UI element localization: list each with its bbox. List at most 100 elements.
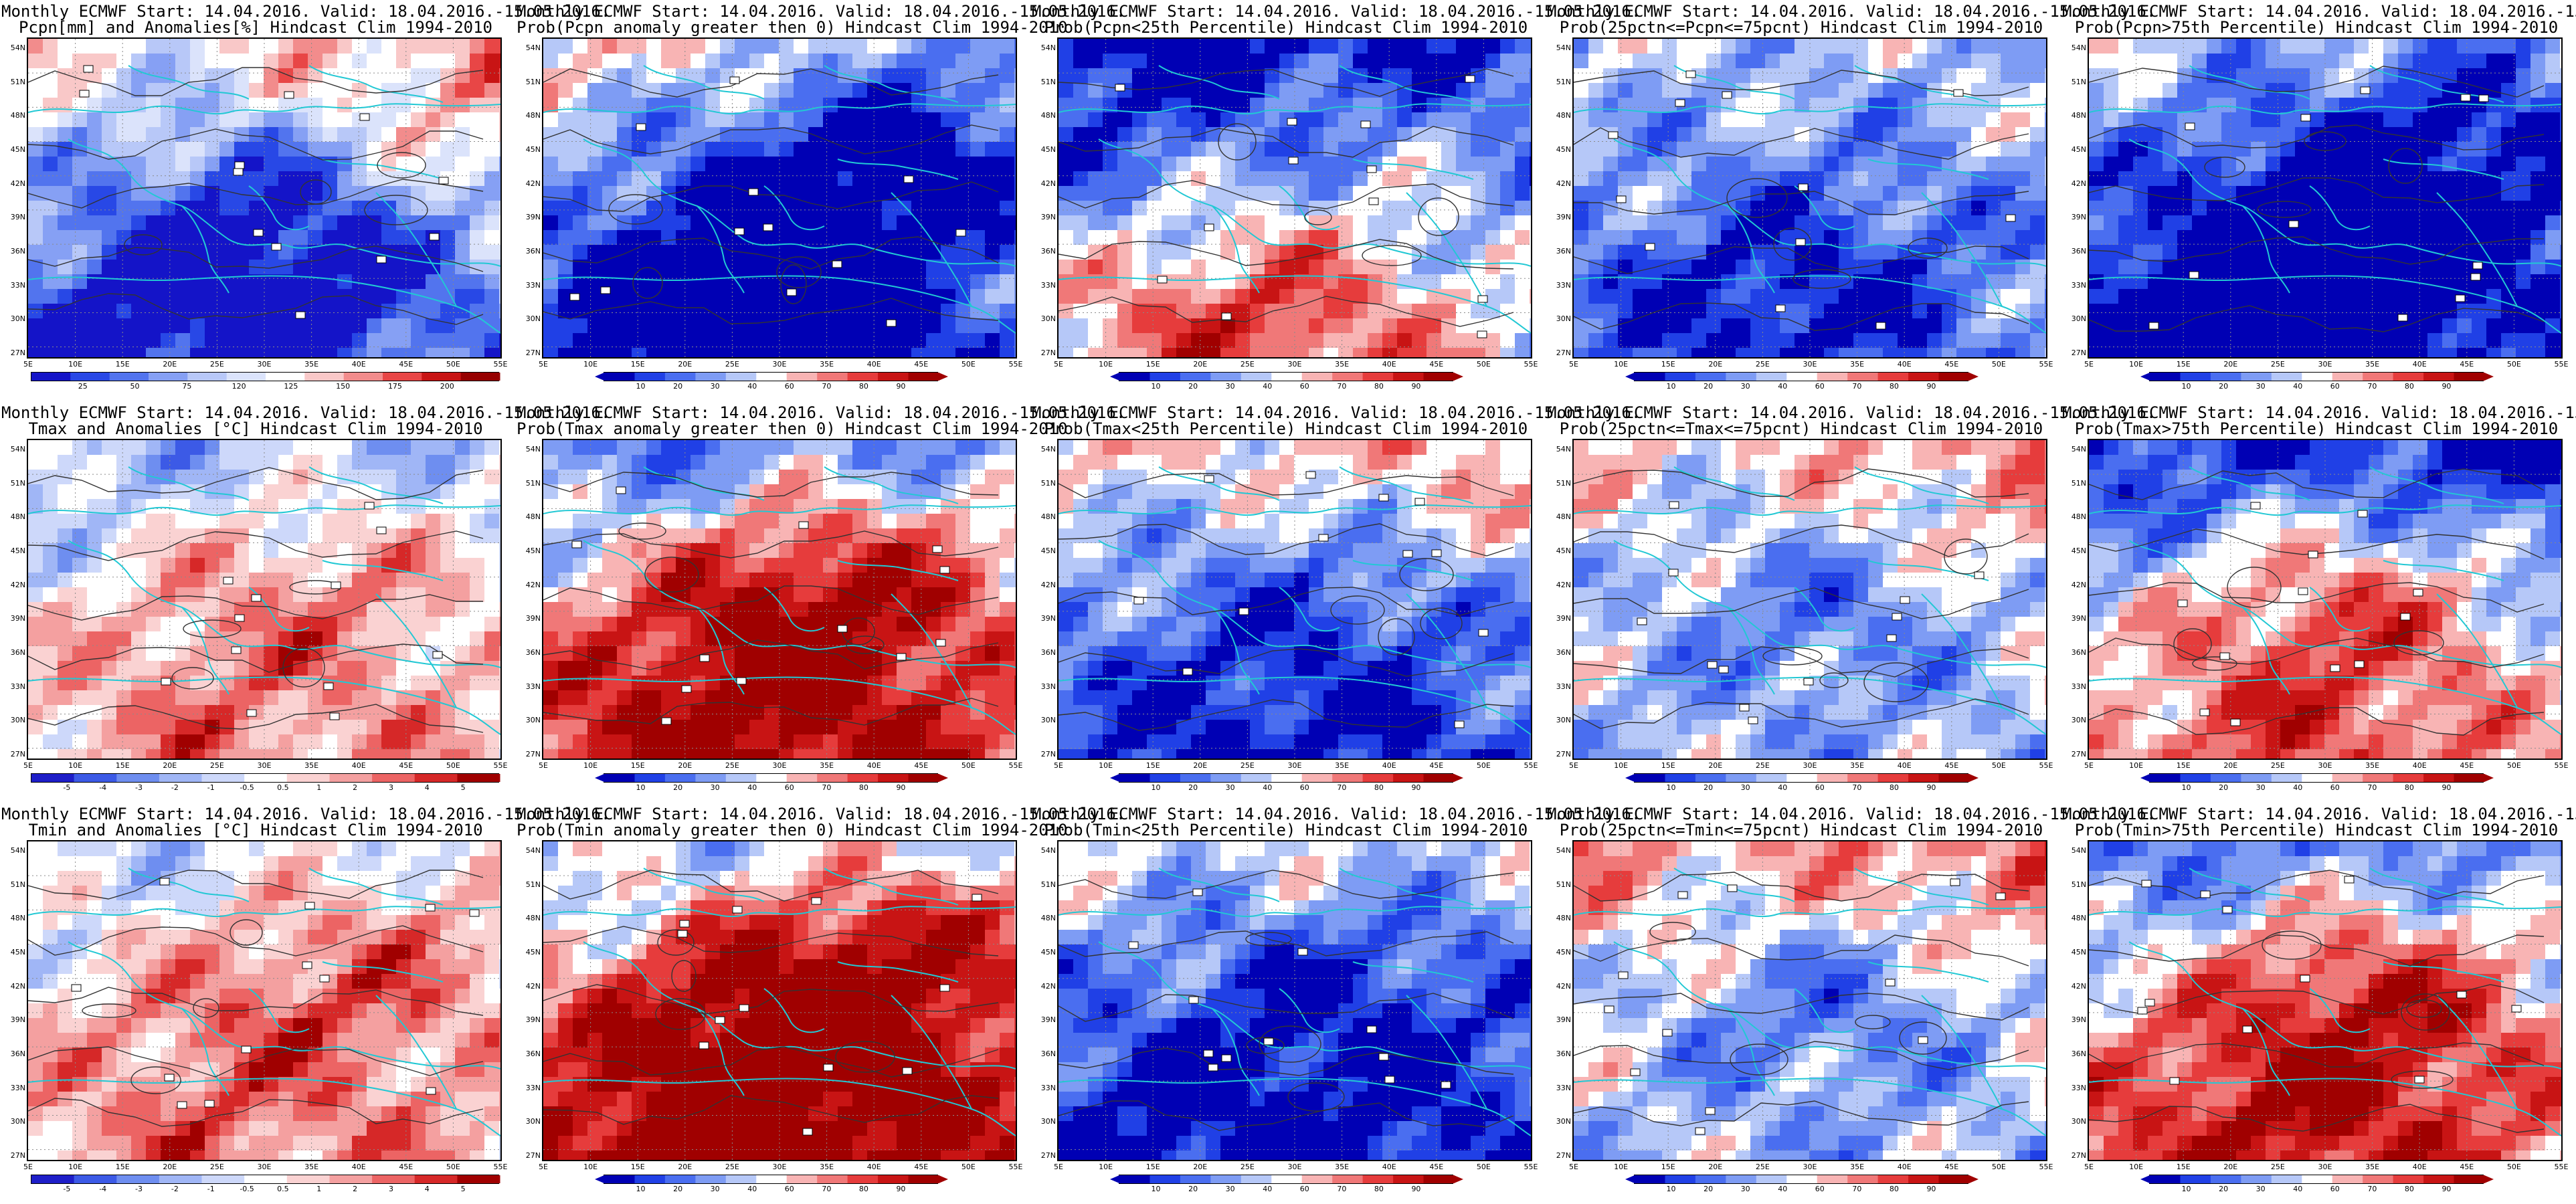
panel-title-line1: Monthly ECMWF Start: 14.04.2016. Valid: … [1, 2, 611, 21]
color-bar-low-arrow [595, 373, 604, 381]
latitude-label: 30N [10, 1117, 25, 1126]
longitude-label: 35E [1850, 761, 1865, 770]
longitude-label: 5E [1054, 1163, 1063, 1171]
color-bar-swatch [1695, 373, 1726, 381]
color-bar-tick-label: 90 [1926, 382, 1936, 391]
color-bar [31, 773, 500, 783]
color-bar-tick-label: 120 [232, 382, 246, 391]
longitude-label: 25E [2270, 761, 2285, 770]
longitude-label: 20E [678, 1163, 693, 1171]
color-bar-swatch [31, 774, 75, 782]
color-bar-tick-label: 80 [2404, 382, 2414, 391]
coastlines [1059, 868, 1531, 1136]
color-bar-tick-label: 80 [2404, 1185, 2414, 1193]
color-bar-tick-label: 30 [710, 1185, 720, 1193]
color-bar-tick-label: 40 [1263, 382, 1273, 391]
color-bar [2140, 372, 2494, 381]
color-bar-swatch [2241, 373, 2272, 381]
contour-labels [71, 878, 480, 1109]
color-bar-swatch [2180, 774, 2211, 782]
color-bar-tick-label: 90 [1411, 783, 1421, 792]
longitude-label: 25E [1755, 761, 1770, 770]
color-bar-tick-label: 4 [424, 1185, 430, 1193]
color-bar-swatch [1149, 373, 1181, 381]
color-bar-swatch [1210, 373, 1242, 381]
latitude-label: 33N [10, 280, 25, 290]
longitude-label: 35E [1850, 360, 1865, 369]
color-bar-swatch [2363, 373, 2394, 381]
color-bar-swatch [817, 1175, 848, 1183]
latitude-label: 36N [2071, 247, 2086, 256]
color-bar-low-arrow [595, 774, 604, 782]
latitude-label: 42N [525, 580, 541, 589]
color-bar-swatch [226, 373, 266, 381]
longitude-label: 30E [1803, 761, 1817, 770]
color-bar-swatch [878, 1175, 909, 1183]
contour-labels [1133, 471, 1489, 728]
longitude-label: 35E [2365, 360, 2380, 369]
longitude-label: 50E [446, 360, 460, 369]
color-bar-swatch [414, 774, 458, 782]
longitude-label: 20E [1708, 761, 1723, 770]
panel-title-line1: Monthly ECMWF Start: 14.04.2016. Valid: … [2062, 403, 2576, 422]
forecast-map [2088, 37, 2563, 359]
forecast-map [1057, 840, 1532, 1161]
color-bar-swatch [1786, 373, 1818, 381]
color-bar-swatch [725, 1175, 757, 1183]
latitude-label: 51N [1556, 77, 1571, 86]
color-bar-swatch [725, 774, 757, 782]
longitude-label: 50E [1991, 761, 2006, 770]
latitude-label: 39N [2071, 614, 2086, 623]
latitude-label: 51N [1556, 478, 1571, 488]
color-bar-tick-label: 80 [858, 382, 868, 391]
color-bar-tick-label: -4 [99, 1185, 107, 1193]
latitude-label: 48N [1556, 111, 1571, 120]
color-bar-tick-label: 10 [2181, 382, 2191, 391]
panel-title-line1: Monthly ECMWF Start: 14.04.2016. Valid: … [1, 805, 611, 823]
color-bar-tick-label: 70 [1852, 783, 1862, 792]
latitude-label: 33N [1040, 682, 1056, 691]
coastlines [28, 466, 500, 735]
color-bar-swatch [1180, 373, 1211, 381]
color-bar [595, 372, 948, 381]
color-bar-swatch [1756, 774, 1787, 782]
longitude-label: 45E [1944, 761, 1959, 770]
color-bar-tick-label: 40 [1263, 1185, 1273, 1193]
longitude-label: 55E [1524, 360, 1538, 369]
color-bar-tick-label: -3 [135, 1185, 143, 1193]
color-bar-tick-label: 40 [1778, 1185, 1788, 1193]
latitude-label: 30N [10, 716, 25, 725]
latitude-label: 48N [525, 111, 541, 120]
panel-title-line1: Monthly ECMWF Start: 14.04.2016. Valid: … [1032, 805, 1641, 823]
color-bar-swatch [695, 1175, 727, 1183]
longitude-label: 30E [1287, 360, 1302, 369]
color-bar [595, 773, 948, 783]
color-bar-swatch [1817, 373, 1848, 381]
longitude-label: 15E [2176, 360, 2191, 369]
color-bar-tick-label: 40 [2293, 1185, 2303, 1193]
longitude-label: 55E [493, 360, 508, 369]
color-bar-swatch [266, 373, 305, 381]
color-bar-tick-label: 70 [2367, 382, 2377, 391]
latitude-label: 30N [525, 1117, 541, 1126]
color-bar-tick-label: 70 [822, 382, 832, 391]
panel-title-line1: Monthly ECMWF Start: 14.04.2016. Valid: … [517, 2, 1126, 21]
color-bar-swatch [756, 1175, 788, 1183]
color-bar-tick-label: 30 [1740, 1185, 1750, 1193]
latitude-label: 51N [2071, 77, 2086, 86]
latitude-label: 45N [10, 145, 25, 154]
color-bar-tick-label: 10 [636, 382, 646, 391]
latitude-label: 42N [525, 981, 541, 991]
coastlines [28, 868, 500, 1136]
graticule [2089, 39, 2561, 357]
color-bar-tick-label: 80 [1374, 382, 1384, 391]
latitude-label: 27N [2071, 1151, 2086, 1160]
color-bar-swatch [634, 774, 666, 782]
color-bar-swatch [2241, 774, 2272, 782]
color-bar-swatch [460, 373, 500, 381]
longitude-label: 20E [2223, 1163, 2238, 1171]
longitude-label: 55E [493, 761, 508, 770]
color-bar-tick-label: 3 [388, 783, 393, 792]
color-bar-tick-label: 10 [636, 1185, 646, 1193]
longitude-label: 10E [2129, 761, 2144, 770]
